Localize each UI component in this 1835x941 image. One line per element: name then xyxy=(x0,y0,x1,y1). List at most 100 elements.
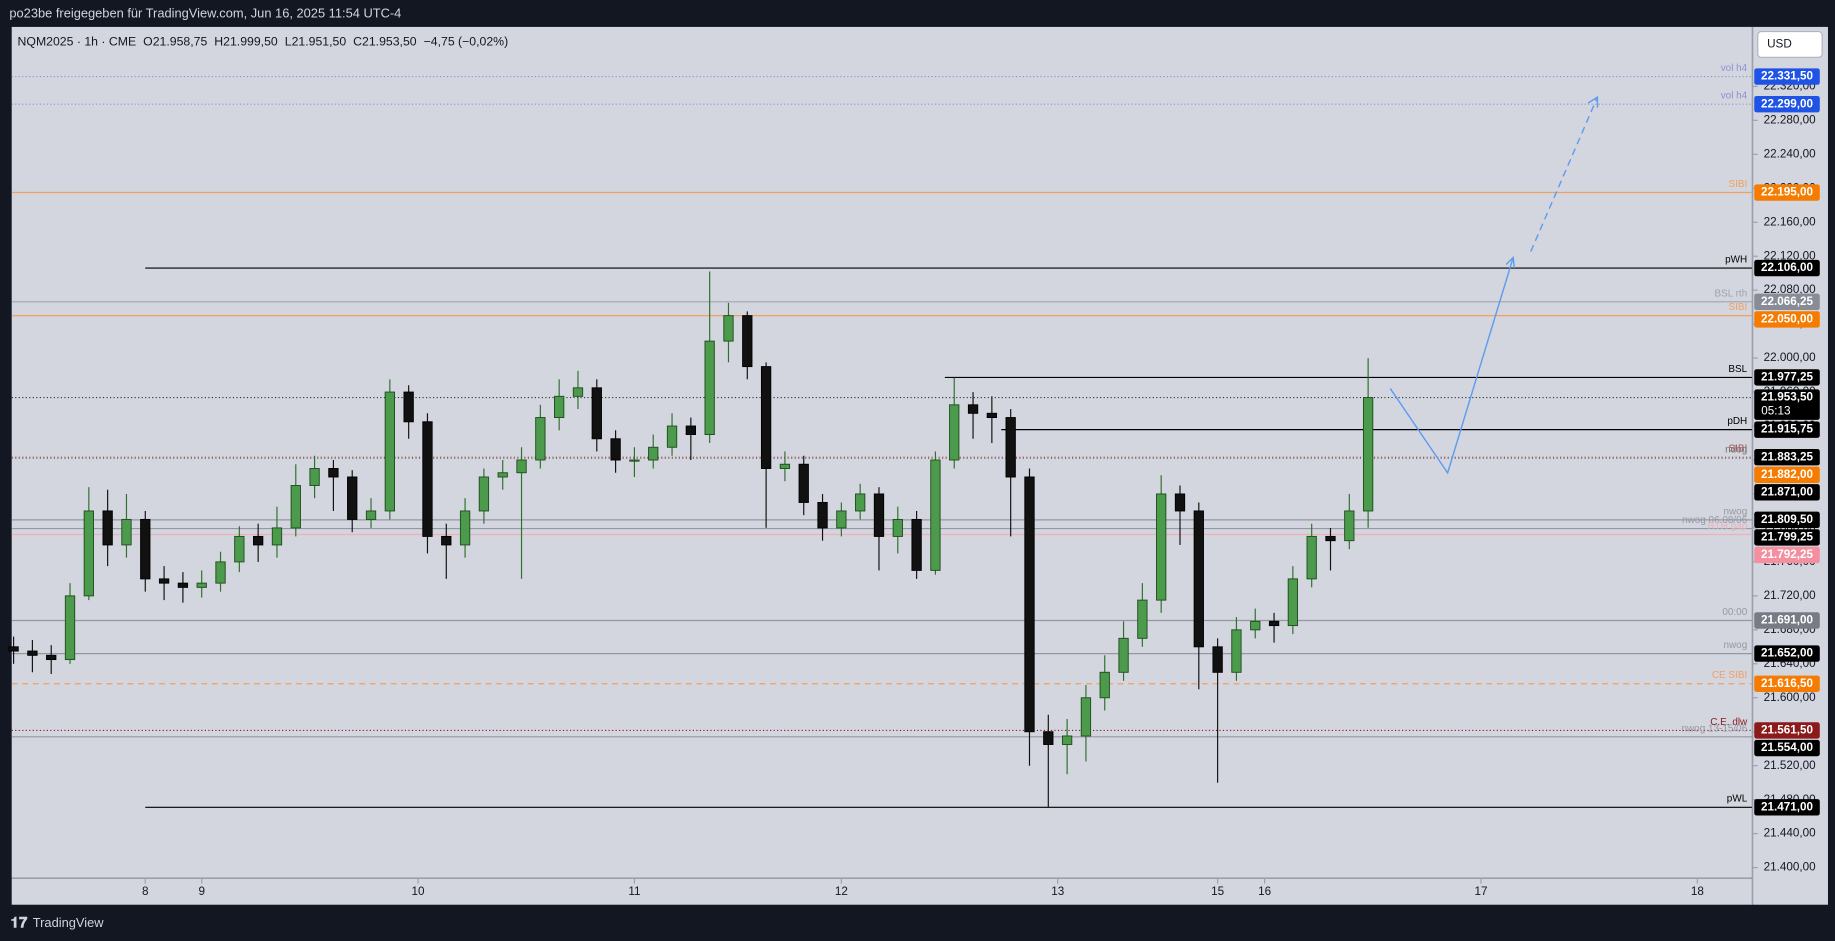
candle-body xyxy=(253,535,264,546)
price-badge xyxy=(1754,259,1820,277)
candle-body xyxy=(1118,637,1129,673)
price-badge xyxy=(1754,449,1820,466)
candle-body xyxy=(1212,646,1223,673)
level-name: CE SIBI xyxy=(1712,670,1747,681)
y-tick-label: 21.720,00 xyxy=(1764,589,1816,602)
level-name: C.E. dlw xyxy=(1710,717,1748,728)
legend-change: −4,75 (−0,02%) xyxy=(424,34,509,48)
projection-arrowhead xyxy=(1587,95,1599,108)
candle-body xyxy=(836,510,847,529)
candle-body xyxy=(1099,671,1110,699)
candle-body xyxy=(384,391,395,512)
price-badge-label: 21.799,25 xyxy=(1761,531,1813,544)
candle-body xyxy=(196,582,207,588)
candle-body xyxy=(271,527,283,546)
price-badge-label: 21.882,00 xyxy=(1761,468,1813,481)
candle-body xyxy=(215,561,226,584)
price-badge xyxy=(1754,739,1820,757)
price-badge xyxy=(1754,96,1820,113)
candle-body xyxy=(723,315,734,342)
projection-drawing xyxy=(1389,95,1599,475)
candle-body xyxy=(46,654,57,661)
level-name: SIBI xyxy=(1728,444,1747,455)
footer-logo: 𝟏𝟕 xyxy=(11,914,28,931)
price-badge-label: 21.871,00 xyxy=(1761,485,1813,498)
candle-body xyxy=(1174,493,1186,512)
price-badge-label: 22.066,25 xyxy=(1761,295,1813,308)
candle-body xyxy=(83,510,94,597)
y-tick-label: 21.600,00 xyxy=(1764,691,1816,704)
candle-body xyxy=(1005,417,1016,478)
level-name: SIBI xyxy=(1728,179,1747,190)
legend: NQM2025 · 1h · CME O21.958,75 H21.999,50… xyxy=(18,34,509,48)
x-tick-label: 9 xyxy=(198,885,205,898)
price-badge xyxy=(1754,484,1820,501)
candle-body xyxy=(1043,731,1054,745)
candle-body xyxy=(610,438,621,461)
price-badge-label: 21.809,50 xyxy=(1761,513,1813,526)
candle-body xyxy=(309,468,320,486)
candle-body xyxy=(441,535,452,546)
level-name: nwog xyxy=(1723,506,1747,517)
x-tick-label: 16 xyxy=(1258,885,1271,898)
candle-body xyxy=(1250,620,1261,631)
candle-body xyxy=(102,510,113,546)
candle-body xyxy=(365,510,377,520)
y-tick-label: 22.000,00 xyxy=(1764,351,1816,364)
y-tick-label: 21.400,00 xyxy=(1764,861,1816,874)
candle-body xyxy=(1193,510,1204,648)
level-name: 00:00 xyxy=(1722,607,1747,618)
price-badge xyxy=(1754,293,1820,311)
candle-body xyxy=(8,646,19,652)
price-badge xyxy=(1754,389,1820,420)
candle-body xyxy=(422,421,433,537)
x-tick-label: 18 xyxy=(1691,885,1704,898)
price-badge-label: 21.953,50 xyxy=(1761,391,1813,404)
candle-body xyxy=(1080,697,1092,737)
candle-body xyxy=(666,425,678,448)
y-tick-label: 22.280,00 xyxy=(1764,113,1816,126)
countdown-label: 05:13 xyxy=(1761,405,1790,418)
price-badge-label: 21.554,00 xyxy=(1761,741,1813,754)
candle-body xyxy=(779,463,791,469)
price-badge-label: 22.050,00 xyxy=(1761,312,1813,325)
candle-body xyxy=(1231,629,1242,673)
legend-symbol: NQM2025 · 1h · CME xyxy=(18,34,137,48)
level-name: BSL xyxy=(1728,364,1747,375)
price-axis xyxy=(1753,26,1828,905)
price-badge xyxy=(1754,546,1820,564)
price-badge-label: 21.652,00 xyxy=(1761,647,1813,660)
x-tick-label: 8 xyxy=(142,885,149,898)
legend-close: C21.953,50 xyxy=(353,34,417,48)
candle-body xyxy=(290,485,301,529)
x-tick-label: 11 xyxy=(628,885,640,898)
candle-body xyxy=(121,518,132,546)
price-badge xyxy=(1754,511,1820,529)
candle-body xyxy=(64,595,76,661)
currency-label[interactable]: USD xyxy=(1767,38,1792,51)
price-badge xyxy=(1754,421,1820,438)
y-tick-label: 22.160,00 xyxy=(1764,215,1816,228)
candle-body xyxy=(27,650,38,656)
legend-low: L21.951,50 xyxy=(285,34,347,48)
currency-button[interactable] xyxy=(1757,31,1823,58)
price-badge-label: 21.977,25 xyxy=(1761,371,1813,384)
candle-body xyxy=(554,395,565,419)
price-badge-label: 21.471,00 xyxy=(1761,800,1813,813)
plot-area xyxy=(11,26,1752,878)
price-badge-label: 22.106,00 xyxy=(1761,261,1813,274)
candle-body xyxy=(403,391,414,423)
candle-body xyxy=(1344,510,1355,542)
candle-body xyxy=(1362,397,1374,512)
legend-high: H21.999,50 xyxy=(214,34,278,48)
level-name: ndog xyxy=(1725,445,1747,456)
candle-body xyxy=(986,412,998,419)
header-text: po23be freigegeben für TradingView.com, … xyxy=(9,5,401,20)
price-badge xyxy=(1754,612,1820,629)
projection-dashed xyxy=(1530,96,1599,252)
projection-arrowhead xyxy=(1505,255,1516,269)
price-badge-label: 21.883,25 xyxy=(1761,450,1813,463)
price-badge-label: 22.299,00 xyxy=(1761,97,1813,110)
candle-body xyxy=(873,493,885,537)
